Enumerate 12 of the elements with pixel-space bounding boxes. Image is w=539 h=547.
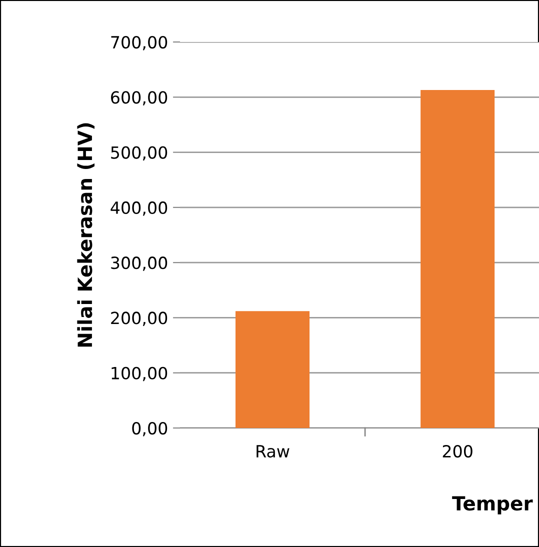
x-axis-title: Temper [452,496,533,514]
x-tick-label: 200 [442,444,472,458]
y-tick-label: 0,00 [132,422,168,436]
y-tick-label: 300,00 [111,256,168,271]
y-tick-label: 700,00 [111,36,168,50]
y-axis-title: Nilai Kekerasan (HV) [77,123,95,347]
y-tick-label: 500,00 [111,146,168,161]
y-tick-label: 600,00 [111,91,168,106]
x-tick-label: Raw [256,445,290,458]
y-tick-label: 400,00 [110,201,168,216]
y-tick-label: 200,00 [111,312,168,326]
y-tick-label: 100,00 [112,366,168,382]
